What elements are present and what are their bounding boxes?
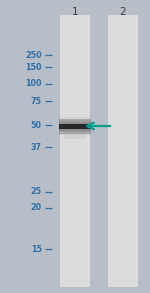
Bar — [59, 122, 91, 130]
Bar — [59, 124, 91, 129]
Text: 25: 25 — [31, 188, 42, 197]
Text: 100: 100 — [25, 79, 42, 88]
Text: 37: 37 — [31, 142, 42, 151]
Bar — [108, 15, 138, 287]
Bar — [59, 120, 91, 132]
Text: 2: 2 — [120, 7, 126, 17]
Bar — [59, 117, 91, 135]
Text: 1: 1 — [72, 7, 78, 17]
Bar — [59, 118, 91, 134]
Bar — [64, 129, 86, 139]
Text: 150: 150 — [25, 62, 42, 71]
Text: 250: 250 — [25, 50, 42, 59]
Text: 20: 20 — [31, 204, 42, 212]
Text: 15: 15 — [31, 244, 42, 253]
Bar — [60, 15, 90, 287]
Text: 75: 75 — [31, 96, 42, 105]
Text: 50: 50 — [31, 120, 42, 130]
